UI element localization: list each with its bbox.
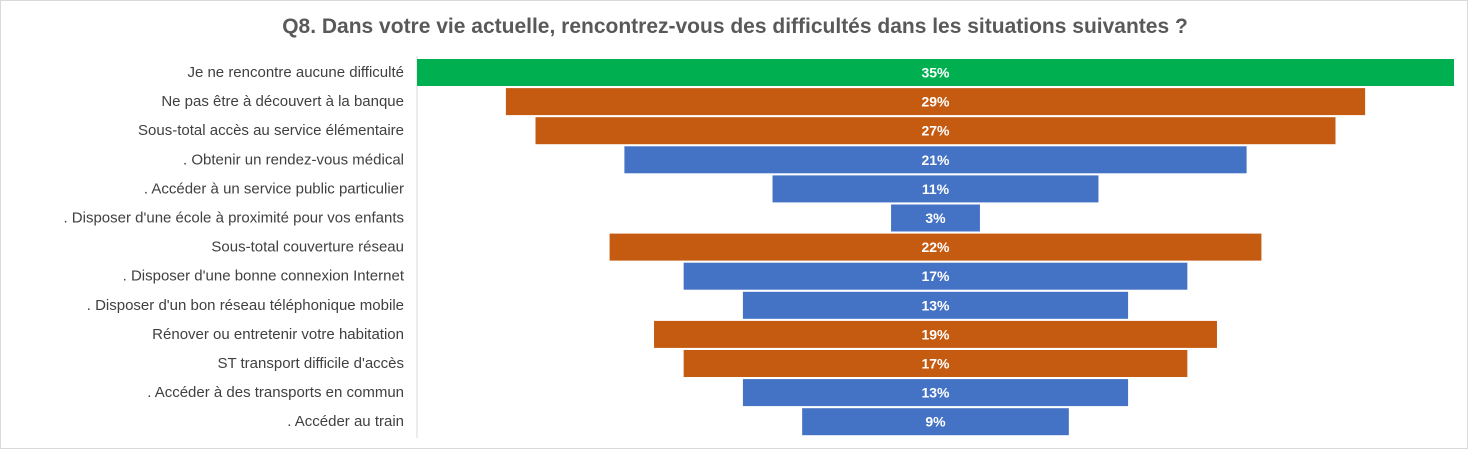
- category-label: . Accéder à des transports en commun: [147, 384, 404, 401]
- bar: [772, 175, 1099, 203]
- data-label: 3%: [925, 210, 946, 226]
- bar: [535, 117, 1336, 145]
- data-label: 35%: [921, 65, 950, 81]
- category-label: . Obtenir un rendez-vous médical: [183, 151, 404, 168]
- category-label: . Accéder au train: [287, 413, 404, 430]
- category-label: . Disposer d'une école à proximité pour …: [63, 210, 404, 227]
- data-label: 13%: [921, 297, 950, 313]
- data-label: 17%: [921, 268, 950, 284]
- bar: [683, 350, 1188, 377]
- chart-title: Q8. Dans votre vie actuelle, rencontrez-…: [282, 15, 1188, 38]
- category-label: ST transport difficile d'accès: [217, 355, 404, 372]
- bar: [609, 233, 1262, 261]
- data-label: 17%: [921, 356, 950, 372]
- data-label: 22%: [921, 239, 950, 255]
- category-label: Sous-total couverture réseau: [211, 239, 404, 256]
- bar: [891, 204, 980, 232]
- data-label: 11%: [922, 181, 950, 197]
- category-label: Rénover ou entretenir votre habitation: [152, 326, 404, 343]
- data-label: 19%: [921, 326, 950, 342]
- bar: [417, 59, 1454, 86]
- category-label: Sous-total accès au service élémentaire: [138, 122, 404, 139]
- category-label: . Disposer d'une bonne connexion Interne…: [123, 268, 405, 285]
- category-label: . Accéder à un service public particulie…: [144, 180, 404, 197]
- bars: [417, 59, 1454, 436]
- bar: [505, 88, 1366, 116]
- data-label: 9%: [925, 414, 946, 430]
- category-label: Je ne rencontre aucune difficulté: [187, 64, 404, 81]
- bar: [742, 291, 1129, 319]
- bar: [802, 408, 1069, 436]
- bar: [683, 262, 1188, 290]
- category-labels: Je ne rencontre aucune difficulté Ne pas …: [63, 64, 404, 430]
- data-label: 27%: [921, 123, 950, 139]
- bar: [742, 379, 1129, 407]
- data-label: 13%: [921, 385, 950, 401]
- value-labels: 35% 29% 27% 21% 11% 3% 22% 17% 13% 19% 17% 13% 9%: [921, 65, 950, 430]
- bar: [624, 146, 1247, 174]
- category-label: Ne pas être à découvert à la banque: [161, 93, 404, 110]
- data-label: 21%: [921, 152, 950, 168]
- data-label: 29%: [921, 94, 950, 110]
- category-label: . Disposer d'un bon réseau téléphonique …: [87, 297, 404, 314]
- bar: [654, 320, 1217, 348]
